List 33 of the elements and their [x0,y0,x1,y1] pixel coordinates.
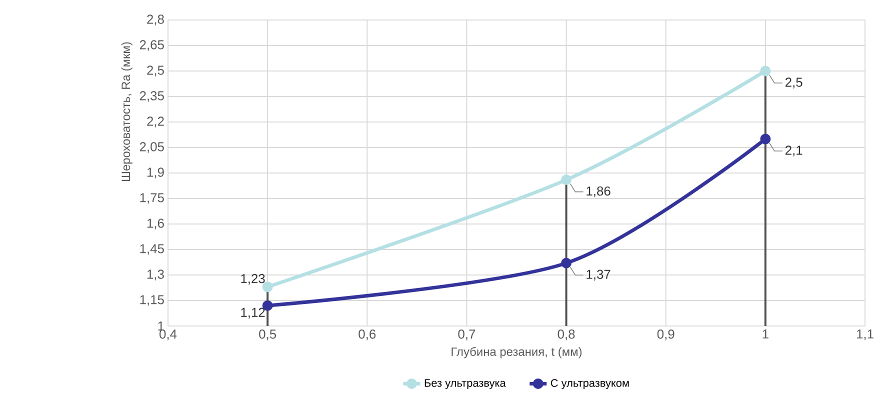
point [561,174,572,186]
x-tick-label: 0,7 [458,330,476,340]
data-label: 2,5 [785,78,802,88]
x-axis-title: Глубина резания, t (мм) [452,347,582,358]
x-tick-label: 0,6 [358,330,376,340]
y-tick-label: 1,75 [140,193,164,204]
legend-label: Без ультразвука [424,379,506,390]
point [760,66,771,76]
data-label: 2,1 [785,146,802,156]
y-tick-label: 2,5 [147,66,164,76]
x-tick-label: 0,9 [657,330,674,340]
y-tick-label: 1,3 [147,270,164,280]
y-tick-label: 2,2 [147,116,164,128]
y-tick-label: 1,6 [147,218,164,230]
y-tick-label: 1,45 [140,244,164,255]
y-tick-label: 2,05 [140,142,164,153]
y-tick-label: 1,15 [140,295,164,306]
point [561,258,572,268]
x-tick-label: 1 [762,330,768,338]
y-tick-label: 2,35 [140,91,164,102]
legend-label: С ультразвуком [550,379,629,390]
x-tick-label: 0,8 [558,330,575,340]
data-label: 1,86 [586,186,610,198]
x-tick-label: 1,1 [856,330,874,340]
point [760,134,771,144]
y-tick-label: 2,65 [140,40,164,51]
data-label: 1,23 [241,274,265,285]
y-tick-label: 2,8 [147,14,164,26]
data-label: 1,12 [241,308,265,318]
y-axis-title: Шероховатость, Ra (мкм) [121,42,132,182]
data-label: 1,37 [586,270,610,280]
y-tick-label: 1,9 [147,168,164,178]
x-tick-label: 0,5 [259,330,276,340]
